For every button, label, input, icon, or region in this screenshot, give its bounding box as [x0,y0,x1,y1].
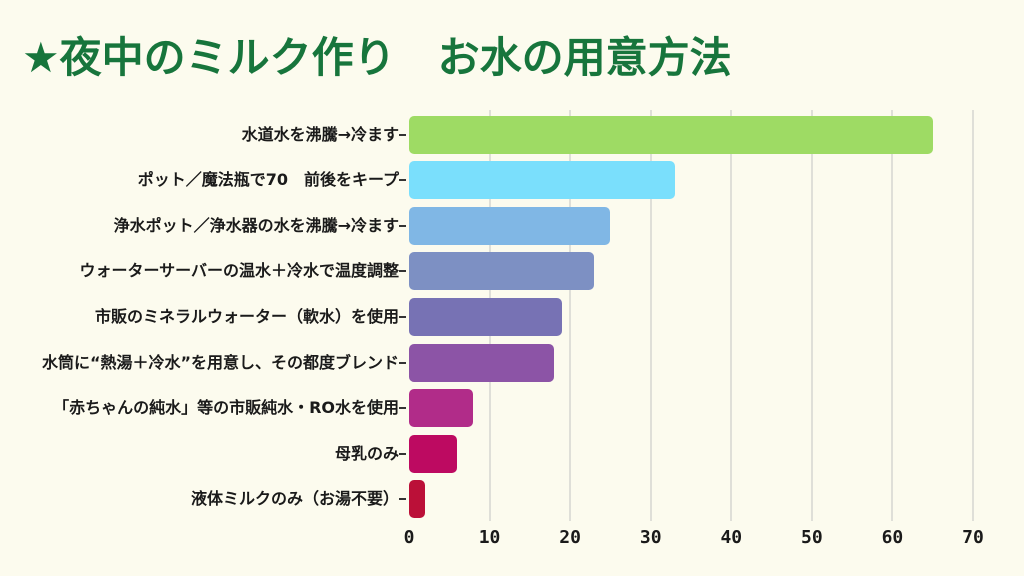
x-tick-label-40: 40 [720,527,743,548]
bar-5 [409,343,555,382]
bar-0 [409,115,933,154]
bar-4 [409,297,563,336]
y-tick-mark-0 [399,133,406,136]
bar-7 [409,434,458,473]
x-tick-label-0: 0 [403,527,415,548]
y-tick-mark-2 [399,224,406,227]
x-tick-label-30: 30 [639,527,662,548]
y-tick-mark-3 [399,270,406,273]
x-tick-label-70: 70 [962,527,984,548]
chart-title: ★夜中のミルク作り お水の用意方法 [22,33,732,82]
category-label-1: ポット／魔法瓶で70 前後をキープ [137,170,399,190]
gridline-x-40 [730,110,733,521]
category-label-0: 水道水を沸騰→冷ます [241,124,399,144]
gridline-x-50 [810,110,813,521]
category-label-8: 液体ミルクのみ（お湯不要） [190,489,399,509]
y-tick-mark-8 [399,498,406,501]
bar-6 [409,389,474,428]
x-tick-label-20: 20 [559,527,581,548]
y-tick-mark-7 [399,452,406,455]
bar-3 [409,252,595,291]
gridline-x-60 [891,110,894,521]
category-label-5: 水筒に“熱湯＋冷水”を用意し、その都度ブレンド [41,352,399,372]
x-tick-label-50: 50 [801,527,823,548]
x-tick-label-60: 60 [881,527,904,548]
category-label-2: 浄水ポット／浄水器の水を沸騰→冷ます [113,215,399,235]
x-tick-label-10: 10 [478,527,501,548]
category-label-7: 母乳のみ [334,443,399,463]
bar-8 [409,480,426,519]
y-tick-mark-5 [399,361,406,364]
y-tick-mark-6 [399,407,406,410]
gridline-x-20 [569,110,572,521]
y-tick-mark-4 [399,315,406,318]
bar-1 [409,161,675,200]
category-label-6: 「赤ちゃんの純水」等の市販純水・RO水を使用 [53,398,399,418]
gridline-x-30 [649,110,652,521]
y-tick-mark-1 [399,179,406,182]
bar-2 [409,206,611,245]
category-label-3: ウォーターサーバーの温水＋冷水で温度調整 [79,261,399,281]
category-label-4: 市販のミネラルウォーター（軟水）を使用 [94,306,399,326]
gridline-x-70 [972,110,974,521]
